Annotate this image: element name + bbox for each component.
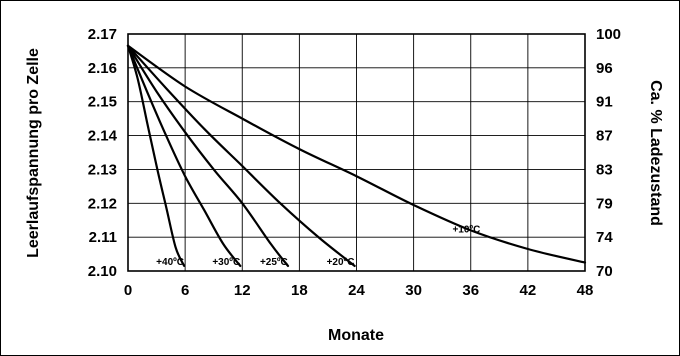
y-tick-label-right: 79 — [596, 195, 613, 212]
series-line — [126, 44, 242, 267]
series-label: +40ºC — [156, 257, 184, 268]
y-tick-label-left: 2.12 — [88, 195, 117, 212]
x-tick-label: 6 — [181, 282, 189, 299]
tick-labels: 0 6 12 18 24 30 36 42 48 2.10 70 2.11 74 2.12 79 2.13 83… — [88, 26, 621, 299]
y-tick-label-left: 2.13 — [88, 161, 117, 178]
y-tick-label-left: 2.17 — [88, 26, 117, 43]
series-line — [126, 44, 356, 267]
series-label: +30ºC — [212, 257, 240, 268]
y-axis-title-right: Ca. % Ladezustand — [647, 80, 664, 226]
x-tick-label: 42 — [520, 282, 537, 299]
y-tick-label-left: 2.10 — [88, 263, 117, 280]
y-tick-label-left: 2.11 — [89, 229, 117, 246]
x-tick-label: 48 — [577, 282, 594, 299]
series-label: +10ºC — [452, 225, 480, 236]
y-axis-title-left: Leerlaufspannung pro Zelle — [25, 48, 42, 258]
curve-layer — [126, 44, 587, 267]
series-line — [126, 44, 290, 267]
series-line — [126, 44, 587, 264]
y-tick-label-right: 83 — [596, 161, 613, 178]
plot-area — [127, 33, 586, 272]
x-tick-label: 30 — [405, 282, 422, 299]
x-tick-label: 12 — [234, 282, 251, 299]
curve-labels: +40ºC +30ºC +25ºC +20ºC +10ºC — [156, 225, 480, 268]
y-tick-label-right: 100 — [596, 26, 621, 43]
y-tick-label-right: 70 — [596, 263, 613, 280]
x-tick-label: 0 — [124, 282, 132, 299]
x-tick-label: 36 — [462, 282, 479, 299]
y-tick-label-left: 2.16 — [88, 60, 117, 77]
y-tick-label-left: 2.14 — [88, 128, 118, 145]
x-axis-title: Monate — [328, 327, 384, 344]
y-tick-label-right: 91 — [596, 94, 613, 111]
x-tick-label: 24 — [348, 282, 365, 299]
y-tick-label-right: 96 — [596, 60, 613, 77]
y-tick-label-right: 74 — [596, 229, 613, 246]
y-tick-label-right: 87 — [596, 128, 613, 145]
y-tick-label-left: 2.15 — [88, 94, 117, 111]
series-label: +20ºC — [327, 257, 355, 268]
series-label: +25ºC — [260, 257, 288, 268]
x-tick-label: 18 — [291, 282, 308, 299]
series-line — [126, 44, 186, 267]
